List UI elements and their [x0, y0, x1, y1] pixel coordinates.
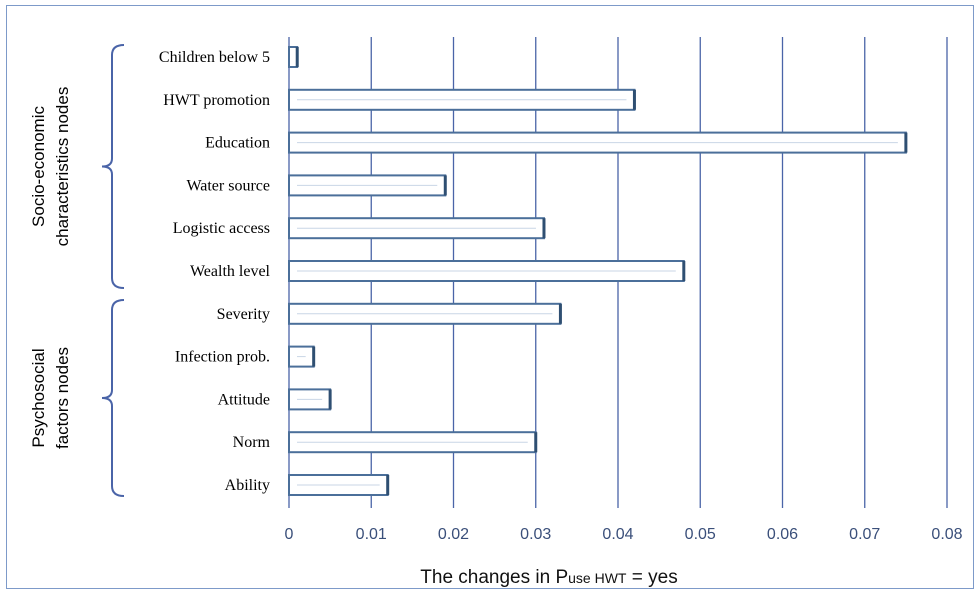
x-tick-label: 0.03 [520, 526, 551, 543]
x-axis-title: The changes in Puse HWT = yes [420, 567, 677, 588]
bars [288, 46, 908, 496]
x-tick-label: 0.08 [931, 526, 962, 543]
category-label: Ability [225, 477, 270, 494]
category-label: Norm [233, 434, 271, 451]
group-label-line1: Psychosocial [29, 348, 48, 447]
x-tick-label: 0.04 [602, 526, 633, 543]
x-tick-label: 0.02 [438, 526, 469, 543]
group-label-line2: factors nodes [53, 347, 72, 449]
x-tick-labels: 0 0.01 0.02 0.03 0.04 0.05 0.06 0.07 0.08 [285, 526, 963, 543]
x-tick-label: 0.01 [356, 526, 387, 543]
x-tick-label: 0.05 [685, 526, 716, 543]
group-bracket [101, 299, 125, 497]
group-label-line2: characteristics nodes [53, 87, 72, 247]
category-label: Logistic access [173, 220, 270, 237]
gridlines [288, 37, 948, 508]
x-axis-title-prefix: The changes in P [420, 567, 568, 588]
category-labels: Children below 5 HWT promotion Education Wa… [159, 49, 271, 494]
x-axis-title-subscript: use HWT [568, 570, 627, 586]
x-tick-label: 0.06 [767, 526, 798, 543]
x-tick-label: 0 [285, 526, 294, 543]
category-label: Children below 5 [159, 49, 270, 66]
group-bracket [101, 44, 125, 289]
category-label: Wealth level [190, 263, 271, 280]
category-label: HWT promotion [163, 92, 270, 109]
category-label: Education [205, 135, 270, 152]
category-label: Water source [186, 177, 270, 194]
category-label: Infection prob. [175, 349, 270, 366]
group-label-line1: Socio-economic [29, 106, 48, 227]
x-axis-title-suffix: = yes [626, 567, 677, 588]
group-brackets: Socio-economic characteristics nodes Psych… [29, 44, 125, 497]
x-tick-label: 0.07 [849, 526, 880, 543]
category-label: Attitude [218, 391, 270, 408]
category-label: Severity [217, 306, 270, 323]
chart-frame [6, 5, 974, 589]
